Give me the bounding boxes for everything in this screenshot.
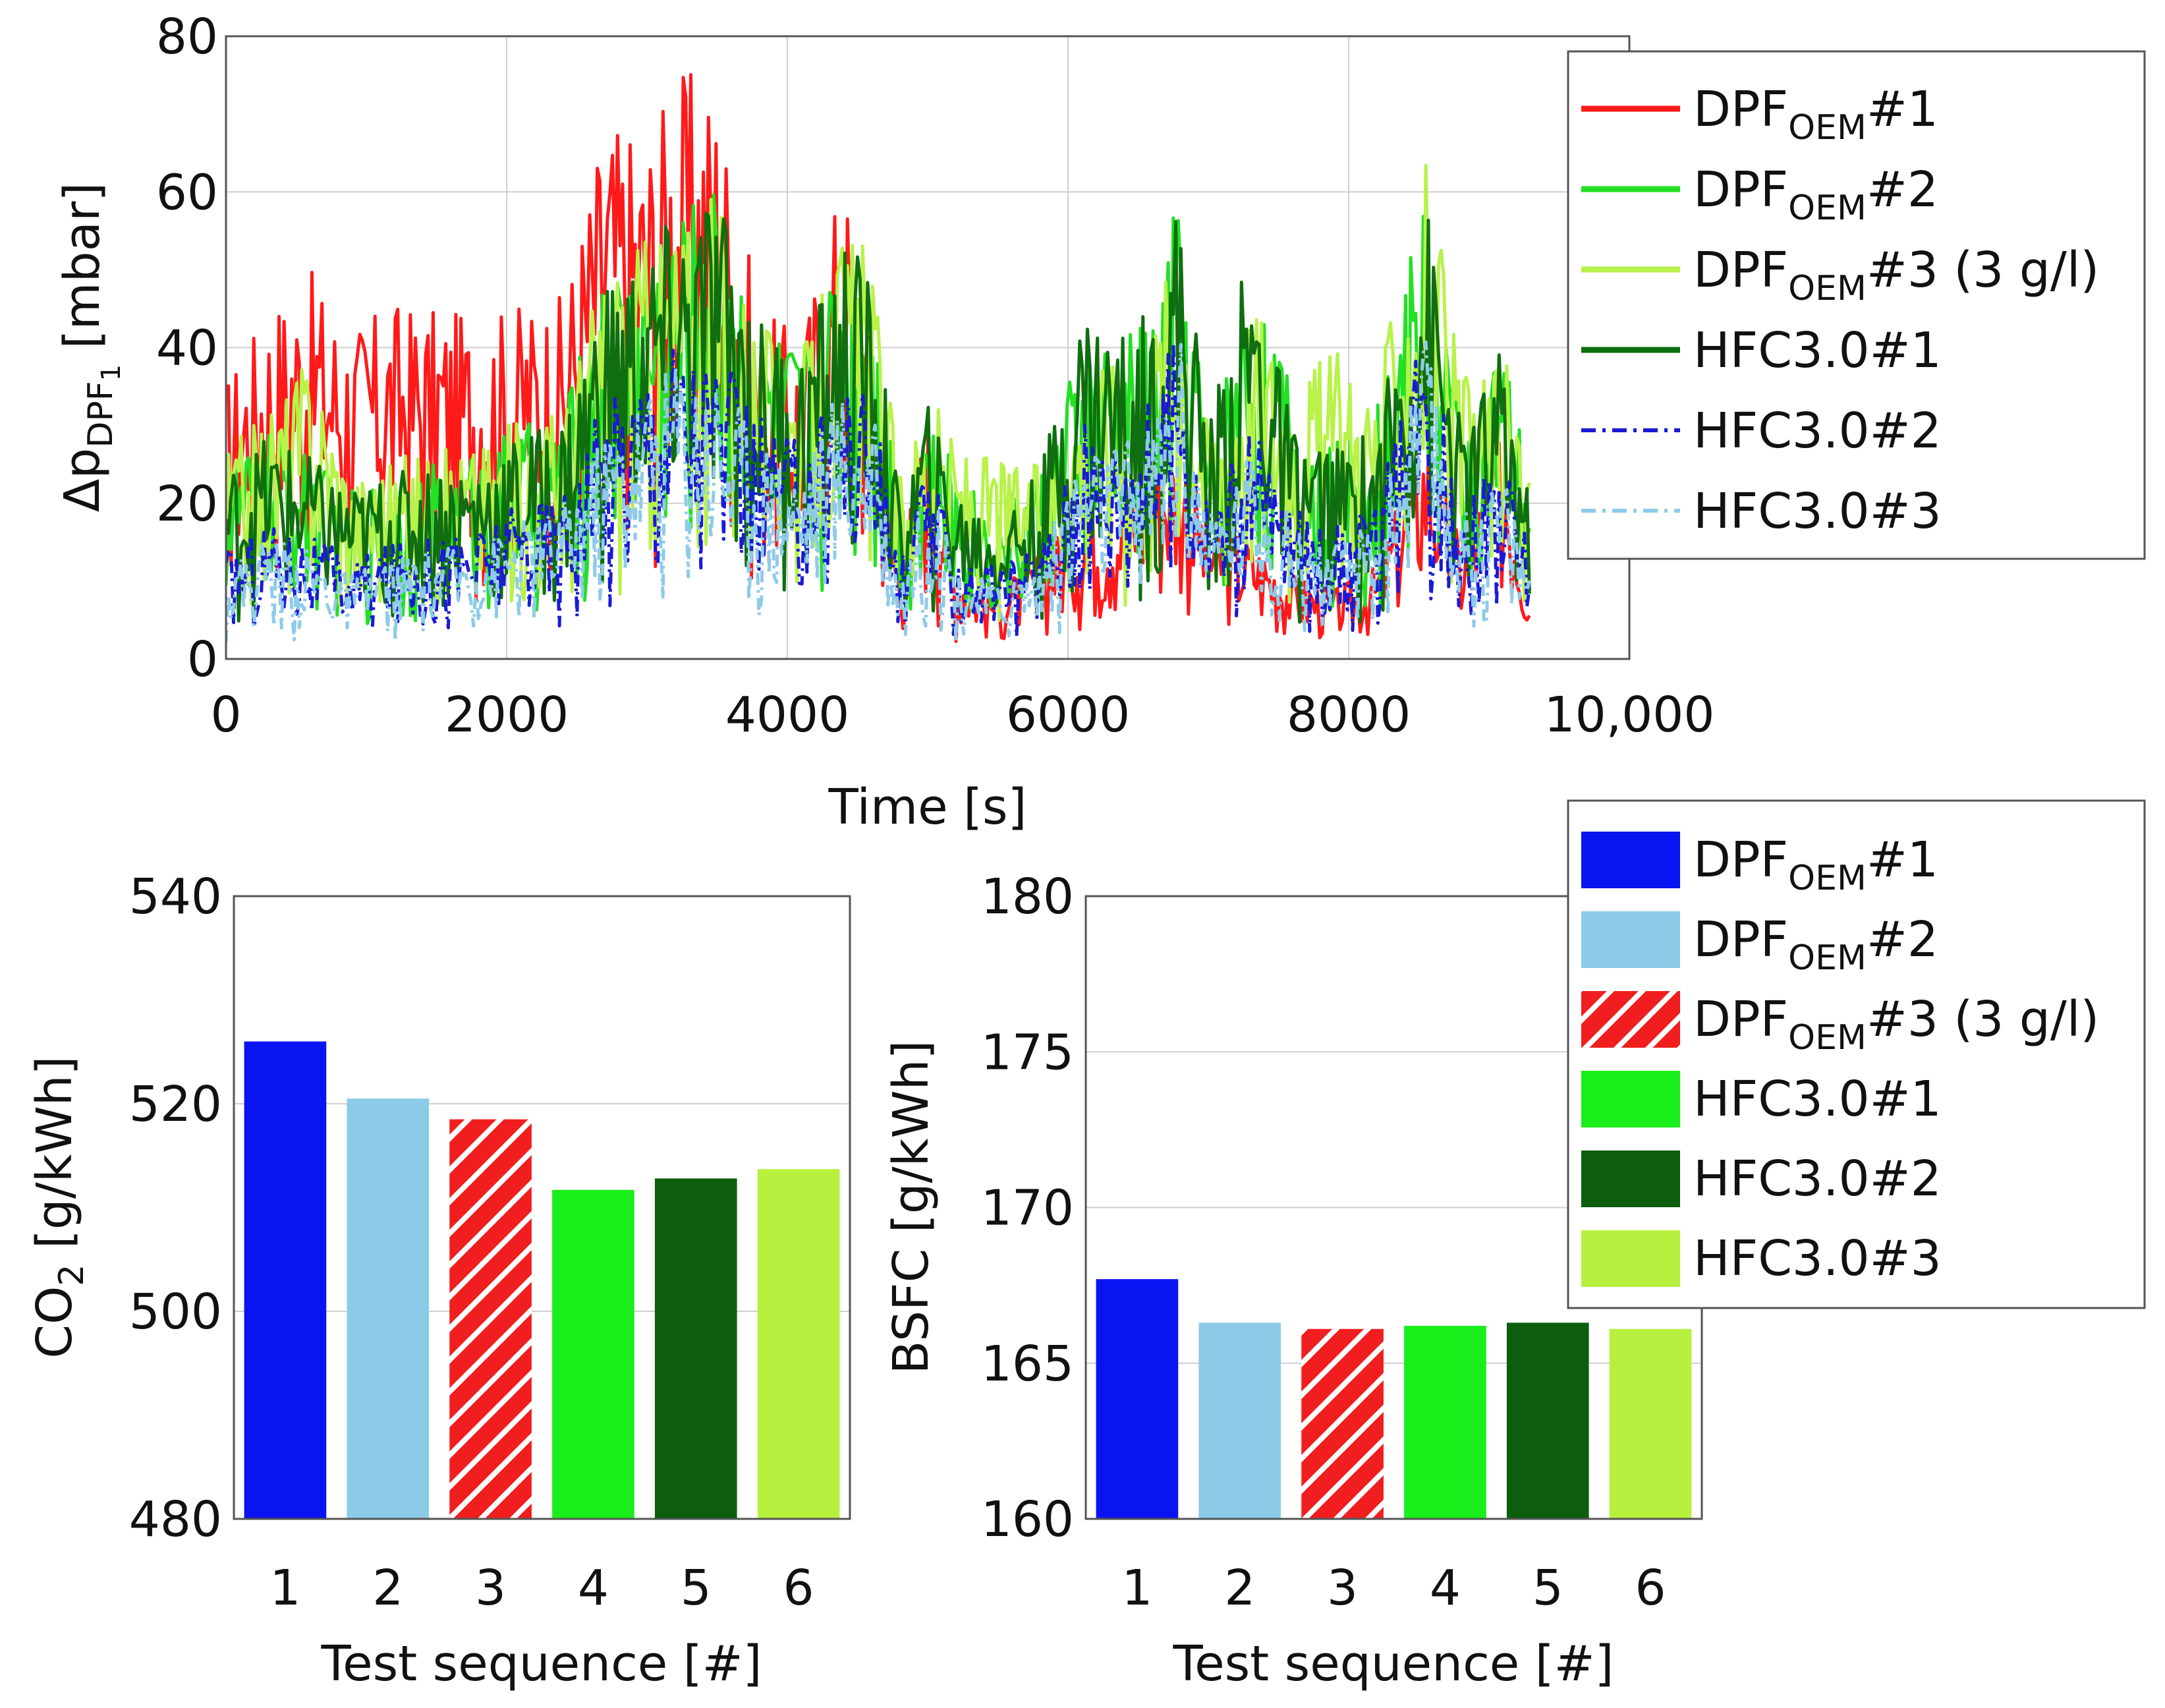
y-tick-label: 80	[156, 9, 218, 65]
bar-4	[1404, 1326, 1486, 1519]
y-tick-label: 520	[129, 1076, 222, 1133]
co2-bar-chart: 1 2 3 4 5 6 480 500 520 540 Test sequence [#] CO…	[26, 868, 851, 1692]
y-tick-labels: 480 500 520 540	[129, 868, 222, 1548]
y-tick-label: 540	[129, 868, 222, 925]
y-tick-label: 20	[156, 476, 218, 532]
bar-legend: DPFOEM#1 DPFOEM#2 DPFOEM#3 (3 g/l) HFC3.0#1…	[1567, 799, 2146, 1309]
legend-swatch	[1581, 832, 1680, 888]
legend-label: HFC3.0#1	[1693, 322, 1942, 379]
x-tick-label: 2	[1224, 1560, 1255, 1616]
x-tick-label: 5	[681, 1560, 712, 1616]
x-tick-label: 6	[1635, 1560, 1666, 1616]
y-tick-label: 60	[156, 164, 218, 221]
plot-area	[234, 896, 850, 1519]
legend-swatch	[1581, 991, 1680, 1048]
legend-swatch	[1581, 1230, 1680, 1287]
x-tick-label: 1	[269, 1560, 300, 1616]
legend-swatch	[1581, 911, 1680, 968]
x-tick-label: 8000	[1287, 687, 1411, 743]
bar-3	[1301, 1328, 1384, 1519]
y-tick-label: 180	[981, 868, 1074, 925]
x-axis-label: Time [s]	[828, 779, 1027, 836]
bar-4	[552, 1189, 634, 1519]
bar-3	[449, 1119, 532, 1519]
x-tick-labels: 1 2 3 4 5 6	[269, 1560, 814, 1616]
x-axis-label: Test sequence [#]	[320, 1636, 762, 1692]
series-line-6	[226, 340, 1531, 644]
y-tick-label: 170	[981, 1180, 1074, 1237]
y-tick-label: 175	[981, 1024, 1074, 1081]
x-tick-labels: 0 2000 4000 6000 8000 10,000	[210, 687, 1714, 743]
series-group	[226, 72, 1531, 644]
line-legend: DPFOEM#1 DPFOEM#2 DPFOEM#3 (3 g/l) HFC3.0#1…	[1567, 50, 2146, 560]
y-tick-label: 165	[981, 1336, 1074, 1392]
x-tick-label: 5	[1532, 1560, 1563, 1616]
x-tick-label: 6000	[1006, 687, 1130, 743]
pressure-drop-chart: 0 2000 4000 6000 8000 10,000 0 20 40 60 80 Time […	[54, 9, 2146, 836]
bar-6	[757, 1169, 840, 1519]
x-tick-label: 4	[578, 1560, 609, 1616]
bsfc-bar-chart: 1 2 3 4 5 6 160 165 170 175 180 Test sequence [#]…	[883, 799, 2146, 1692]
grid	[234, 1103, 850, 1312]
bar-6	[1609, 1328, 1692, 1519]
legend-swatch	[1581, 1151, 1680, 1207]
legend-label: DPFOEM#1	[1693, 81, 1938, 148]
bar-1	[1096, 1279, 1179, 1519]
series-line-5	[226, 341, 1531, 639]
y-tick-label: 160	[981, 1491, 1074, 1548]
x-tick-label: 2	[372, 1560, 403, 1616]
x-axis-label: Test sequence [#]	[1172, 1636, 1614, 1692]
y-axis-label: ΔpDPF1 [mbar]	[54, 183, 127, 512]
y-axis-label: BSFC [g/kWh]	[883, 1040, 940, 1375]
legend-label: DPFOEM#1	[1693, 832, 1938, 898]
legend-label: DPFOEM#2	[1693, 911, 1938, 978]
y-tick-label: 500	[129, 1284, 222, 1340]
bars	[1096, 1279, 1692, 1519]
x-tick-label: 3	[1327, 1560, 1358, 1616]
x-tick-labels: 1 2 3 4 5 6	[1121, 1560, 1666, 1616]
legend-label: DPFOEM#3 (3 g/l)	[1693, 242, 2099, 308]
bar-1	[244, 1041, 327, 1519]
svg-text:CO2 [g/kWh]: CO2 [g/kWh]	[26, 1056, 92, 1358]
y-tick-label: 40	[156, 320, 218, 377]
y-tick-label: 0	[187, 631, 218, 688]
bar-2	[1198, 1323, 1281, 1519]
x-tick-label: 2000	[445, 687, 569, 743]
legend-label: HFC3.0#3	[1693, 1230, 1942, 1287]
y-tick-labels: 0 20 40 60 80	[156, 9, 218, 688]
x-tick-label: 10,000	[1544, 687, 1715, 743]
legend-swatch	[1581, 1071, 1680, 1127]
legend-label: HFC3.0#2	[1693, 403, 1942, 459]
legend-label: HFC3.0#1	[1693, 1071, 1942, 1127]
bar-2	[347, 1098, 430, 1519]
x-tick-label: 6	[783, 1560, 814, 1616]
svg-text:ΔpDPF1 [mbar]: ΔpDPF1 [mbar]	[54, 183, 127, 512]
bar-5	[654, 1178, 737, 1519]
legend-label: HFC3.0#2	[1693, 1151, 1942, 1207]
y-tick-label: 480	[129, 1491, 222, 1548]
x-tick-label: 4000	[725, 687, 849, 743]
bar-5	[1506, 1323, 1589, 1519]
x-tick-label: 1	[1121, 1560, 1152, 1616]
legend-label: DPFOEM#3 (3 g/l)	[1693, 991, 2099, 1058]
x-tick-label: 4	[1430, 1560, 1461, 1616]
bars	[244, 1041, 840, 1519]
legend-label: HFC3.0#3	[1693, 483, 1942, 540]
x-tick-label: 0	[210, 687, 241, 743]
y-tick-labels: 160 165 170 175 180	[981, 868, 1074, 1548]
y-axis-label: CO2 [g/kWh]	[26, 1056, 92, 1358]
legend-label: DPFOEM#2	[1693, 161, 1938, 228]
svg-text:BSFC [g/kWh]: BSFC [g/kWh]	[883, 1040, 940, 1375]
x-tick-label: 3	[475, 1560, 506, 1616]
